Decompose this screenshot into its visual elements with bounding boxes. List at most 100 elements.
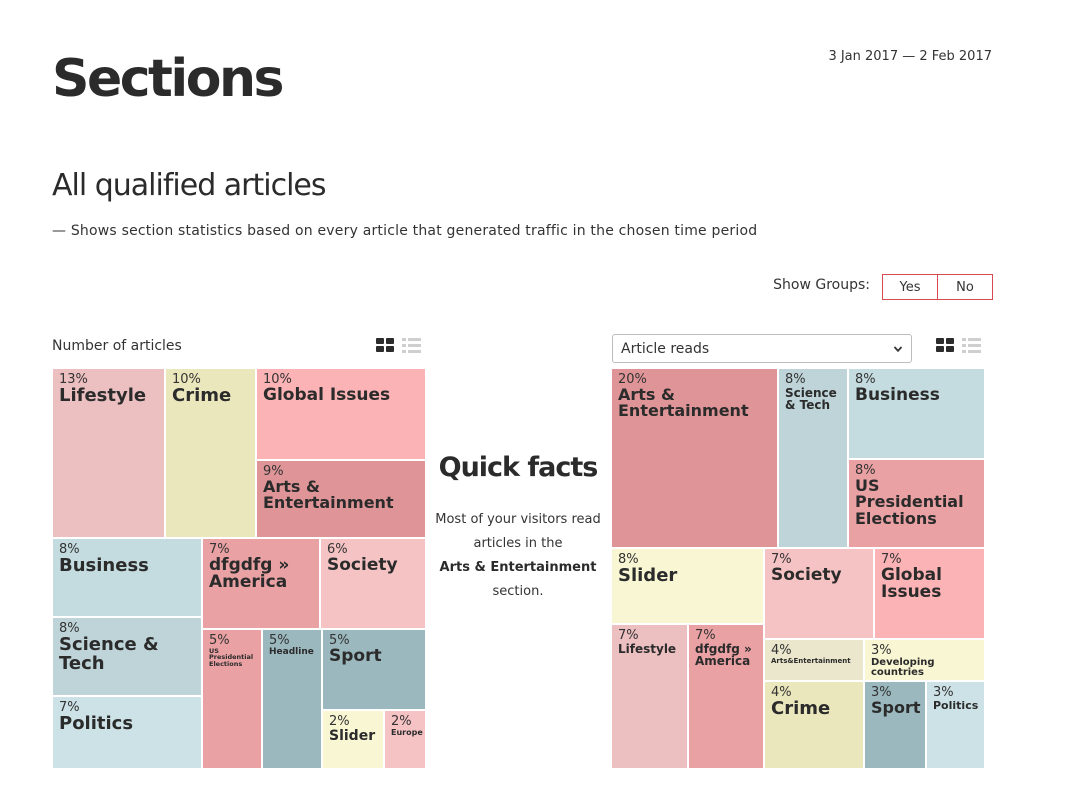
tile-label: Arts&Entertainment xyxy=(771,656,851,665)
tile-percent: 2% xyxy=(329,714,350,729)
tile-label: Sport xyxy=(871,697,921,717)
quick-facts-text-before: Most of your visitors read articles in t… xyxy=(435,512,601,551)
tile-label: Sport xyxy=(329,645,382,666)
treemap-tile[interactable]: 8% US Presidential Elections xyxy=(848,459,985,548)
treemap-tile[interactable]: 2% Slider xyxy=(322,710,384,769)
tile-percent: 10% xyxy=(263,372,292,387)
treemap-tile[interactable]: 2% Europe xyxy=(384,710,426,769)
treemap-tile[interactable]: 7% dfgdfg » America xyxy=(688,624,764,769)
treemap-tile[interactable]: 7% dfgdfg » America xyxy=(202,538,320,629)
treemap-tile[interactable]: 5% Sport xyxy=(322,629,426,710)
treemap-tile[interactable]: 9% Arts & Entertainment xyxy=(256,460,426,538)
treemap-tile[interactable]: 4% Arts&Entertainment xyxy=(764,639,864,681)
tile-percent: 8% xyxy=(618,552,639,567)
treemap-tile[interactable]: 10% Crime xyxy=(165,368,256,538)
treemap-tile[interactable]: 7% Global Issues xyxy=(874,548,985,639)
show-groups-label: Show Groups: xyxy=(773,277,870,293)
chevron-down-icon xyxy=(893,345,903,352)
tile-percent: 20% xyxy=(618,372,647,387)
tile-percent: 5% xyxy=(269,633,290,648)
show-groups-toggle: Yes No xyxy=(882,274,993,300)
tile-label: Europe xyxy=(391,727,423,737)
tile-label: dfgdfg » America xyxy=(209,554,290,593)
tile-percent: 7% xyxy=(695,628,716,643)
treemap-tile[interactable]: 7% Society xyxy=(764,548,874,639)
treemap-tile[interactable]: 4% Crime xyxy=(764,681,864,769)
tile-percent: 3% xyxy=(933,685,954,700)
tile-label: US Presidential Elections xyxy=(209,646,254,669)
metric-select-value: Article reads xyxy=(621,340,710,357)
show-groups-no-button[interactable]: No xyxy=(956,279,974,295)
tile-label: Slider xyxy=(618,564,678,586)
quick-facts-highlight: Arts & Entertainment xyxy=(439,560,597,575)
articles-treemap: 13% Lifestyle 10% Crime 10% Global Issues 9% Ar… xyxy=(52,368,426,769)
tile-label: dfgdfg » America xyxy=(695,641,752,669)
tile-percent: 2% xyxy=(391,714,412,729)
treemap-tile[interactable]: 8% Business xyxy=(848,368,985,459)
list-view-icon[interactable] xyxy=(962,338,981,353)
tile-label: Society xyxy=(327,554,398,575)
tile-percent: 7% xyxy=(209,542,230,557)
treemap-tile[interactable]: 8% Science & Tech xyxy=(52,617,202,696)
section-description: — Shows section statistics based on ever… xyxy=(52,223,758,239)
treemap-tile[interactable]: 8% Slider xyxy=(611,548,764,624)
tile-label: Global Issues xyxy=(881,564,942,603)
tile-percent: 10% xyxy=(172,372,201,387)
tile-label: Business xyxy=(59,554,149,576)
tile-percent: 8% xyxy=(59,542,80,557)
right-view-switcher xyxy=(936,338,981,353)
tile-percent: 4% xyxy=(771,643,792,658)
tile-percent: 6% xyxy=(327,542,348,557)
metric-select[interactable]: Article reads xyxy=(612,334,912,363)
treemap-tile[interactable]: 20% Arts & Entertainment xyxy=(611,368,778,548)
tile-label: US Presidential Elections xyxy=(855,475,964,529)
show-groups-yes-button[interactable]: Yes xyxy=(883,275,938,299)
treemap-tile[interactable]: 10% Global Issues xyxy=(256,368,426,460)
treemap-tile[interactable]: 6% Society xyxy=(320,538,426,629)
treemap-tile[interactable]: 5% Headline xyxy=(262,629,322,769)
tile-label: Developing countries xyxy=(871,656,935,679)
treemap-tile[interactable]: 5% US Presidential Elections xyxy=(202,629,262,769)
tile-percent: 7% xyxy=(59,700,80,715)
tile-label: Global Issues xyxy=(263,384,391,405)
treemap-tile[interactable]: 3% Sport xyxy=(864,681,926,769)
treemap-tile[interactable]: 7% Lifestyle xyxy=(611,624,688,769)
section-title: All qualified articles xyxy=(52,168,327,203)
left-view-switcher xyxy=(376,338,421,353)
list-view-icon[interactable] xyxy=(402,338,421,353)
reads-treemap: 20% Arts & Entertainment 8% Science & Tech 8% B… xyxy=(611,368,985,769)
treemap-tile[interactable]: 3% Developing countries xyxy=(864,639,985,681)
treemap-tile[interactable]: 8% Science & Tech xyxy=(778,368,848,548)
tile-percent: 8% xyxy=(855,372,876,387)
tile-label: Arts & Entertainment xyxy=(263,476,394,513)
date-range: 3 Jan 2017 — 2 Feb 2017 xyxy=(828,49,992,64)
tile-percent: 8% xyxy=(855,463,876,478)
treemap-tile[interactable]: 7% Politics xyxy=(52,696,202,769)
grid-view-icon[interactable] xyxy=(936,338,954,353)
tile-label: Lifestyle xyxy=(618,641,677,656)
tile-label: Politics xyxy=(933,698,979,712)
tile-label: Science & Tech xyxy=(785,385,837,413)
page-title: Sections xyxy=(52,49,284,109)
quick-facts-title: Quick facts xyxy=(438,452,599,483)
quick-facts-text-after: section. xyxy=(492,584,544,599)
tile-label: Headline xyxy=(269,646,314,657)
left-chart-label: Number of articles xyxy=(52,338,182,354)
treemap-tile[interactable]: 8% Business xyxy=(52,538,202,617)
tile-percent: 3% xyxy=(871,685,892,700)
tile-percent: 7% xyxy=(771,552,792,567)
tile-label: Arts & Entertainment xyxy=(618,384,749,421)
tile-label: Society xyxy=(771,564,842,585)
tile-percent: 8% xyxy=(59,621,80,636)
tile-percent: 5% xyxy=(329,633,350,648)
tile-percent: 7% xyxy=(881,552,902,567)
tile-percent: 8% xyxy=(785,372,806,387)
treemap-tile[interactable]: 13% Lifestyle xyxy=(52,368,165,538)
tile-label: Crime xyxy=(172,384,232,406)
treemap-tile[interactable]: 3% Politics xyxy=(926,681,985,769)
quick-facts-text: Most of your visitors read articles in t… xyxy=(432,508,604,604)
tile-label: Politics xyxy=(59,712,134,734)
tile-label: Slider xyxy=(329,727,376,744)
grid-view-icon[interactable] xyxy=(376,338,394,353)
tile-percent: 9% xyxy=(263,464,284,479)
